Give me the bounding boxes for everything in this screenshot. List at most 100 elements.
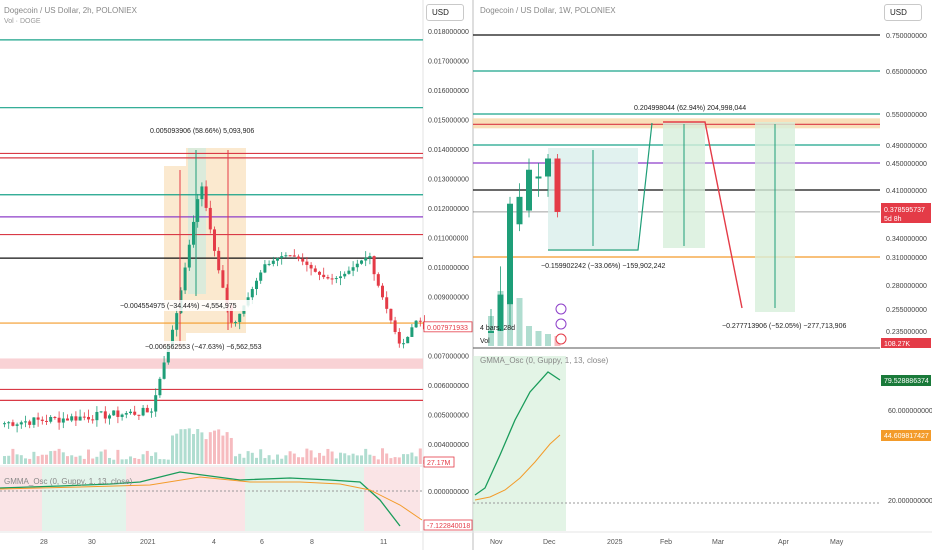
left-candle <box>292 255 296 257</box>
left-volume-bar <box>313 457 317 464</box>
left-volume-bar <box>276 454 279 464</box>
right-countdown: 5d 8h <box>884 216 902 223</box>
left-osc-tick: 0.000000000 <box>428 489 469 496</box>
left-volume-bar <box>389 458 393 464</box>
left-candle <box>7 422 11 424</box>
left-candle <box>49 416 53 422</box>
right-price-tick: 0.750000000 <box>886 33 927 40</box>
left-price-tick: 0.011000000 <box>428 236 468 243</box>
left-candle <box>406 336 410 344</box>
left-osc-bg <box>392 467 399 531</box>
left-candle <box>250 289 254 298</box>
right-price-tick: 0.410000000 <box>886 188 927 195</box>
left-candle <box>389 308 393 321</box>
left-volume-label: Vol · DOGE <box>4 18 41 25</box>
left-volume-bar <box>250 452 254 464</box>
right-volume-value: 108.27K <box>884 341 910 348</box>
left-osc-bg <box>175 467 182 531</box>
left-time-tick: 11 <box>380 539 387 546</box>
left-volume-bar <box>204 439 208 464</box>
right-candle <box>545 158 551 177</box>
left-volume-bar <box>91 458 95 464</box>
left-currency-button[interactable]: USD <box>426 4 464 21</box>
left-candle <box>217 250 221 271</box>
support-band <box>0 358 423 369</box>
right-price-tick: 0.255000000 <box>886 307 927 314</box>
left-volume-bar <box>66 456 69 464</box>
left-volume-bar <box>154 452 158 464</box>
right-volume-bar <box>535 331 542 346</box>
left-volume-bar <box>45 454 48 464</box>
left-candle <box>305 261 309 265</box>
left-candle <box>368 256 372 258</box>
right-last-price: 0.378595737 <box>884 207 925 214</box>
left-candle <box>297 256 300 259</box>
right-candle <box>526 169 532 211</box>
left-price-tick: 0.016000000 <box>428 88 469 95</box>
left-osc-bg <box>308 467 315 531</box>
left-candle <box>15 424 19 426</box>
right-osc-short-box <box>881 375 931 386</box>
right-currency-button[interactable]: USD <box>884 4 922 21</box>
left-candle <box>150 411 153 413</box>
left-volume-bar <box>145 450 149 464</box>
event-marker-icon <box>555 303 567 315</box>
left-volume-bar <box>74 456 78 464</box>
left-candle <box>418 320 422 322</box>
left-volume-bar <box>229 437 233 464</box>
right-candle <box>535 176 542 179</box>
left-volume-bar <box>364 448 368 464</box>
left-candle <box>11 422 15 426</box>
left-candle <box>28 421 32 425</box>
left-volume-bar <box>192 434 195 464</box>
left-volume-bar <box>418 448 422 464</box>
left-candle <box>271 260 275 264</box>
right-osc-long-box <box>881 430 931 441</box>
left-volume-bar <box>15 454 19 464</box>
left-volume-bar <box>108 457 111 464</box>
left-candle <box>360 260 363 264</box>
left-volume-bar <box>24 458 27 464</box>
left-osc-bg <box>399 467 406 531</box>
left-volume-bar <box>385 453 389 464</box>
left-osc-bg <box>203 467 210 531</box>
left-volume-bar <box>347 455 351 464</box>
left-candle <box>196 199 200 222</box>
left-osc-bg <box>77 467 84 531</box>
right-price-tick: 0.450000000 <box>886 161 927 168</box>
event-marker-icon <box>555 318 567 330</box>
right-time-tick: Dec <box>543 539 556 546</box>
right-osc-long-last: 44.609817427 <box>884 433 929 440</box>
left-osc-bg <box>126 467 133 531</box>
left-volume-bar <box>129 456 132 464</box>
right-osc-tick: 20.000000000 <box>888 498 932 505</box>
left-price-tick: 0.015000000 <box>428 118 469 125</box>
left-candle <box>57 417 61 423</box>
left-osc-bg <box>280 467 287 531</box>
left-candle <box>82 416 86 418</box>
left-candle <box>154 395 158 412</box>
left-osc-bg <box>154 467 161 531</box>
left-candle <box>330 278 334 280</box>
left-volume-bar <box>393 457 397 464</box>
right-annotation-bg <box>632 102 771 113</box>
left-volume-bar <box>150 455 153 464</box>
left-candle <box>339 276 342 279</box>
left-osc-bg <box>189 467 196 531</box>
left-volume-bar <box>36 456 40 464</box>
left-osc-bg <box>413 467 420 531</box>
left-time-tick: 28 <box>40 539 48 546</box>
left-volume-bar <box>57 448 61 464</box>
left-osc-bg <box>217 467 224 531</box>
left-candle <box>410 327 414 337</box>
left-volume-bar <box>7 455 11 464</box>
left-candle <box>238 313 242 323</box>
right-price-tick: 0.235000000 <box>886 329 927 336</box>
right-volume-bar <box>526 326 532 346</box>
right-vol-label: Vol <box>480 338 490 345</box>
left-candle <box>347 270 351 274</box>
left-osc-bg <box>182 467 189 531</box>
left-volume-bar <box>99 451 103 464</box>
left-osc-bg <box>322 467 329 531</box>
